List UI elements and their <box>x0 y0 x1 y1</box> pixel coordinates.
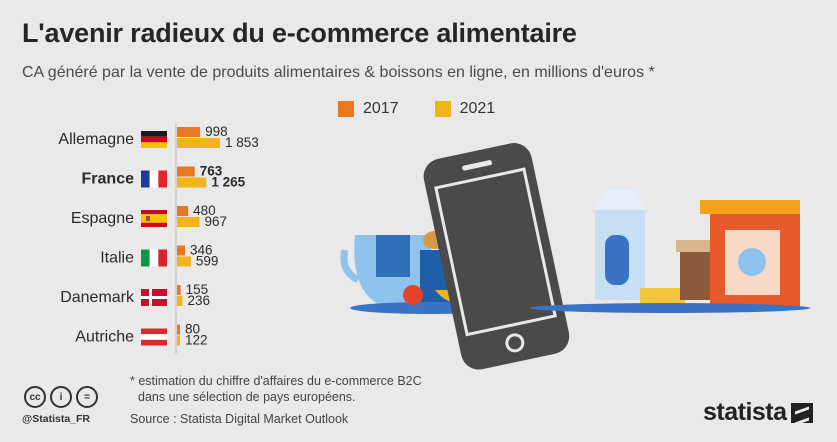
data-label-2021: 599 <box>196 254 219 269</box>
social-handle: @Statista_FR <box>22 413 91 425</box>
bar-2017 <box>177 206 189 216</box>
data-label-2021: 967 <box>204 214 227 229</box>
license-icons: cc i = <box>24 386 98 408</box>
cereal-box-icon <box>700 200 800 310</box>
data-label-2017: 346 <box>190 243 213 258</box>
data-label-2017: 763 <box>200 164 223 179</box>
germany-flag <box>141 131 167 148</box>
austria-flag <box>141 328 167 346</box>
footnote-line-1: * estimation du chiffre d'affaires du e-… <box>130 374 422 388</box>
milk-carton-icon <box>595 190 645 300</box>
data-label-2021: 122 <box>185 333 208 348</box>
data-label-2017: 155 <box>186 282 209 297</box>
category-label: Italie <box>100 250 134 267</box>
bar-2017 <box>177 127 201 137</box>
legend-item-2017: 2017 <box>338 100 399 118</box>
brand-name: statista <box>703 398 787 426</box>
statista-logo-icon <box>790 402 813 423</box>
france-flag <box>141 170 167 188</box>
legend-swatch-2021 <box>434 101 451 117</box>
italy-flag <box>141 249 167 267</box>
legend-swatch-2017 <box>338 101 354 117</box>
bar-2021 <box>177 138 220 148</box>
data-label-2017: 480 <box>193 203 216 218</box>
category-label: France <box>82 171 135 188</box>
smartphone-icon <box>423 143 570 370</box>
data-label-2021: 1 853 <box>225 135 259 150</box>
source-text: Source : Statista Digital Market Outlook <box>130 412 349 426</box>
grocery-illustration <box>340 143 810 370</box>
bar-2017 <box>177 166 195 177</box>
bar-2021 <box>177 296 183 306</box>
category-label: Autriche <box>75 329 134 346</box>
legend: 2017 2021 <box>338 100 495 118</box>
by-icon: i <box>50 386 72 408</box>
footnote: * estimation du chiffre d'affaires du e-… <box>130 373 422 405</box>
data-label-2021: 236 <box>187 293 210 308</box>
statista-logo: statista <box>703 398 813 427</box>
legend-label-2017: 2017 <box>363 100 399 117</box>
data-label-2021: 1 265 <box>211 175 245 190</box>
category-label: Danemark <box>60 289 135 306</box>
denmark-flag <box>141 289 167 306</box>
cc-icon: cc <box>24 386 46 408</box>
nd-icon: = <box>76 386 98 408</box>
chart-subtitle: CA généré par la vente de produits alime… <box>22 64 655 81</box>
footnote-line-2: dans une sélection de pays européens. <box>138 390 356 404</box>
bar-2017 <box>177 285 181 295</box>
bar-2021 <box>177 217 200 227</box>
spain-flag <box>141 210 167 227</box>
category-label: Espagne <box>71 210 134 227</box>
legend-item-2021: 2021 <box>434 100 496 118</box>
bar-2021 <box>177 256 191 267</box>
data-label-2017: 80 <box>185 322 200 337</box>
bar-2017 <box>177 324 180 335</box>
bar-2021 <box>177 335 180 346</box>
category-label: Allemagne <box>58 131 134 148</box>
chart-title: L'avenir radieux du e-commerce alimentai… <box>22 18 577 48</box>
cheese-icon <box>640 288 685 306</box>
fruit-icon <box>403 285 423 305</box>
bar-2017 <box>177 245 186 256</box>
legend-label-2021: 2021 <box>459 100 496 117</box>
bar-2021 <box>177 177 207 188</box>
data-label-2017: 998 <box>205 124 228 139</box>
